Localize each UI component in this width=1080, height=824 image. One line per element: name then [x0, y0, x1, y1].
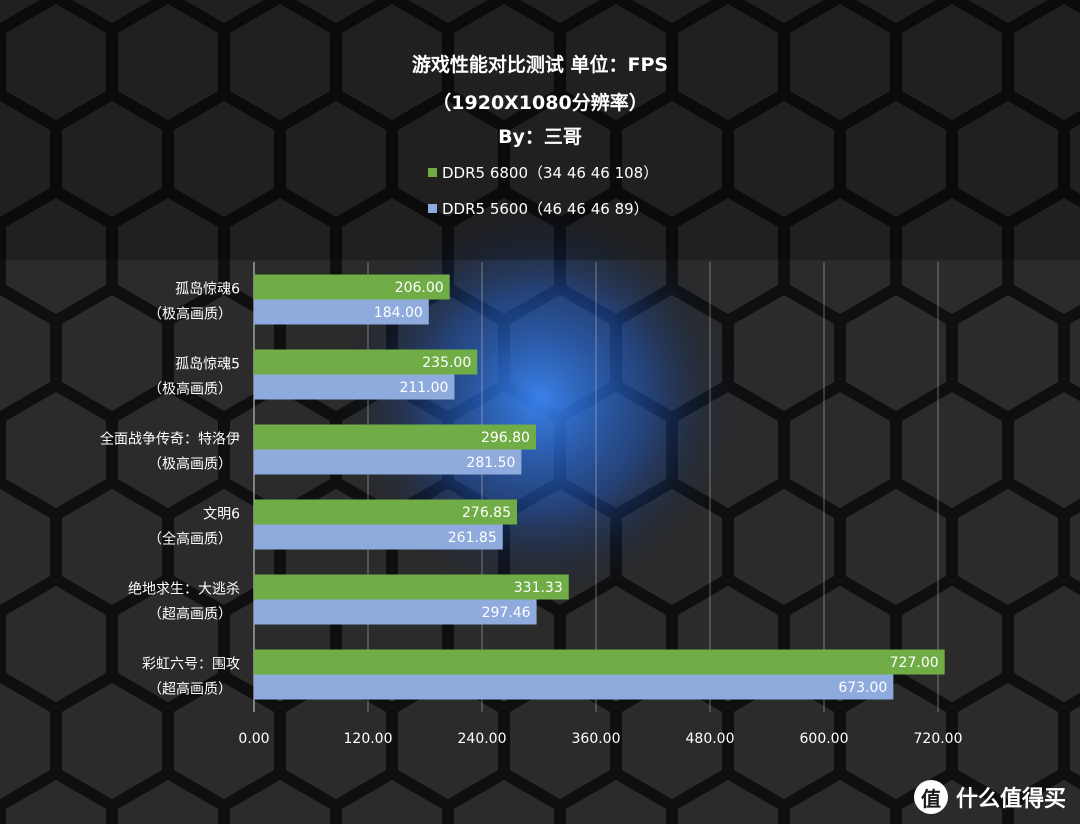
x-tick-label: 480.00 [686, 731, 735, 747]
bar-ddr5-6800 [254, 424, 536, 450]
category-label-line-2: （全高画质） [148, 531, 232, 548]
bar-ddr5-5600 [254, 449, 522, 475]
legend-swatch-green [428, 167, 437, 177]
legend-item-ddr5-6800: DDR5 6800（34 46 46 108） [428, 162, 658, 182]
category-label-line-2: （超高画质） [148, 606, 232, 623]
data-label: 331.33 [514, 580, 563, 596]
bar-ddr5-6800 [254, 274, 450, 300]
legend-swatch-blue [428, 203, 437, 213]
data-label: 206.00 [395, 280, 444, 296]
x-tick-label: 720.00 [914, 731, 963, 747]
x-tick-label: 600.00 [800, 731, 849, 747]
data-label: 673.00 [838, 680, 887, 696]
legend-label: DDR5 5600（46 46 46 89） [442, 199, 649, 218]
chart-title-line-1: 游戏性能对比测试 单位：FPS [411, 54, 669, 76]
data-label: 184.00 [374, 305, 423, 321]
data-label: 261.85 [448, 530, 497, 546]
bar-ddr5-5600 [254, 374, 455, 400]
category-label-line-1: 彩虹六号：围攻 [142, 657, 240, 673]
bar-ddr5-5600 [254, 299, 429, 325]
x-tick-label: 0.00 [238, 731, 269, 747]
data-label: 281.50 [466, 455, 515, 471]
data-label: 276.85 [462, 505, 511, 521]
bar-ddr5-6800 [254, 649, 945, 675]
category-label-line-1: 孤岛惊魂5 [175, 357, 240, 373]
bar-ddr5-6800 [254, 574, 569, 600]
bar-ddr5-6800 [254, 499, 518, 525]
data-label: 297.46 [482, 605, 531, 621]
category-label-line-2: （极高画质） [148, 381, 232, 398]
watermark-text: 什么值得买 [955, 787, 1066, 812]
bar-ddr5-5600 [254, 599, 537, 625]
chart-title-line-3: By：三哥 [498, 126, 582, 148]
x-tick-label: 120.00 [344, 731, 393, 747]
bar-ddr5-5600 [254, 524, 503, 550]
bar-ddr5-6800 [254, 349, 478, 375]
category-label-line-1: 文明6 [203, 507, 240, 523]
watermark-logo-icon: 值 [913, 780, 948, 814]
data-label: 235.00 [422, 355, 471, 371]
data-label: 211.00 [399, 380, 448, 396]
x-tick-label: 240.00 [458, 731, 507, 747]
x-tick-label: 360.00 [572, 731, 621, 747]
legend-item-ddr5-5600: DDR5 5600（46 46 46 89） [428, 198, 649, 218]
category-label-line-1: 全面战争传奇：特洛伊 [100, 431, 240, 448]
category-label-line-1: 孤岛惊魂6 [175, 282, 240, 298]
data-label: 296.80 [481, 430, 530, 446]
category-label-line-1: 绝地求生：大逃杀 [128, 582, 240, 598]
data-label: 727.00 [890, 655, 939, 671]
bar-ddr5-5600 [254, 674, 894, 700]
legend-label: DDR5 6800（34 46 46 108） [442, 163, 659, 182]
category-label-line-2: （超高画质） [148, 681, 232, 698]
chart-title-line-2: （1920X1080分辨率） [432, 92, 648, 114]
watermark: 值 什么值得买 [913, 780, 1066, 814]
category-label-line-2: （极高画质） [148, 456, 232, 473]
category-label-line-2: （极高画质） [148, 306, 232, 323]
